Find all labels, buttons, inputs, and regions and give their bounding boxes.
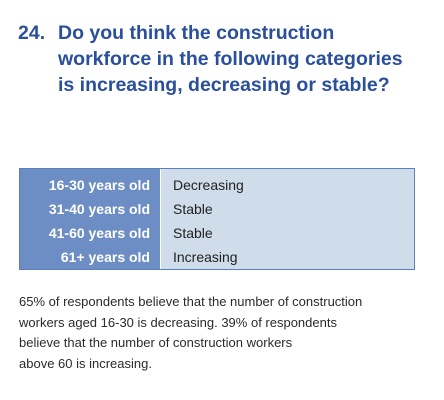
workforce-trend-table: 16-30 years old 31-40 years old 41-60 ye…: [19, 168, 415, 270]
question-heading: 24. Do you think the construction workfo…: [18, 20, 428, 98]
summary-line-1: 65% of respondents believe that the numb…: [19, 294, 363, 309]
summary-paragraph: 65% of respondents believe that the numb…: [19, 292, 429, 374]
age-category-cell: 61+ years old: [60, 249, 150, 265]
age-category-cell: 41-60 years old: [48, 225, 150, 241]
summary-line-3: believe that the number of construction …: [19, 335, 293, 350]
trend-column: Decreasing Stable Stable Increasing: [161, 169, 414, 269]
trend-cell: Stable: [173, 225, 213, 241]
age-category-column: 16-30 years old 31-40 years old 41-60 ye…: [20, 169, 161, 269]
question-line-2: workforce in the following categories: [58, 48, 403, 70]
question-number: 24.: [18, 22, 46, 44]
trend-cell: Stable: [173, 201, 213, 217]
age-category-cell: 16-30 years old: [48, 177, 150, 193]
age-category-cell: 31-40 years old: [48, 201, 150, 217]
question-line-1: Do you think the construction: [58, 22, 335, 44]
question-line-3: is increasing, decreasing or stable?: [58, 74, 390, 96]
trend-cell: Increasing: [173, 249, 238, 265]
summary-line-4: above 60 is increasing.: [19, 355, 152, 371]
summary-line-2: workers aged 16-30 is decreasing. 39% of…: [19, 314, 337, 330]
trend-cell: Decreasing: [173, 177, 244, 193]
